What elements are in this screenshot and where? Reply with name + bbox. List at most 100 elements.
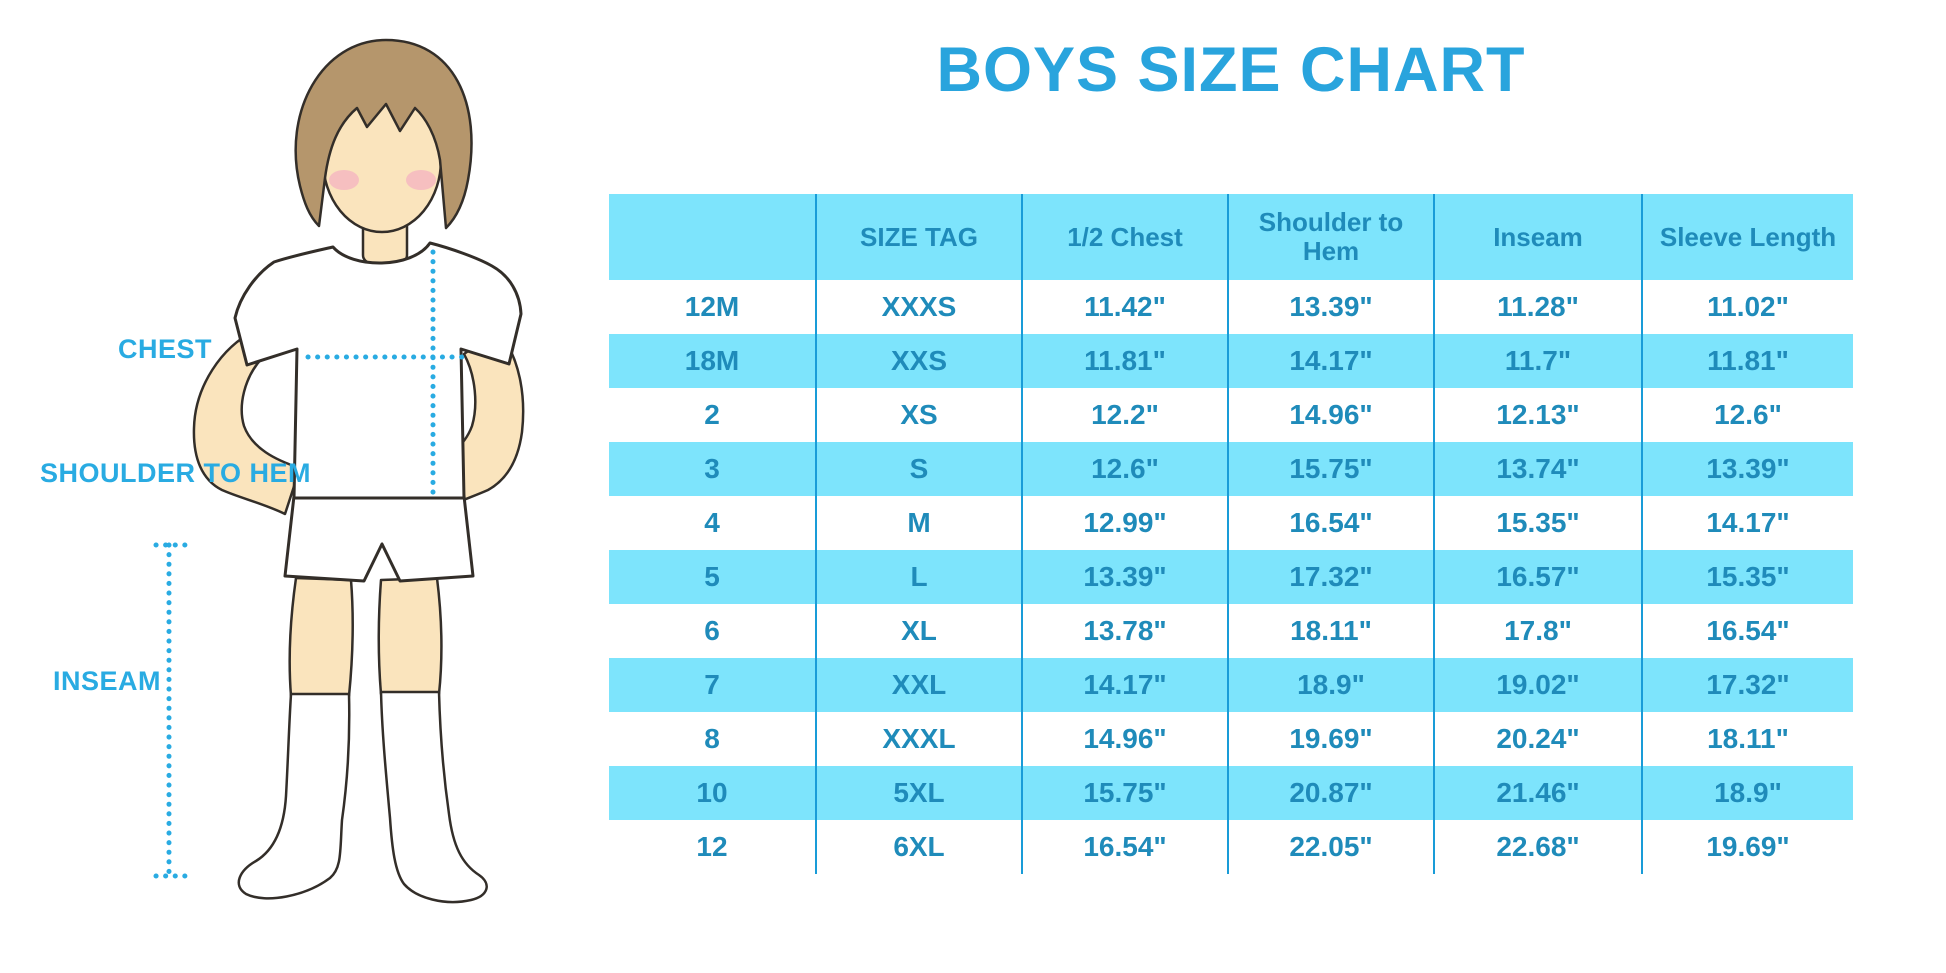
- table-cell: 14.96": [1021, 712, 1227, 766]
- table-header-row: SIZE TAG 1/2 Chest Shoulder to Hem Inseam Sl…: [609, 194, 1853, 280]
- table-cell: 13.39": [1021, 550, 1227, 604]
- table-cell: 19.02": [1433, 658, 1641, 712]
- table-cell: 22.05": [1227, 820, 1433, 874]
- table-cell: 15.75": [1021, 766, 1227, 820]
- table-cell: 5XL: [815, 766, 1021, 820]
- column-header: Sleeve Length: [1641, 194, 1853, 280]
- table-cell: 14.17": [1227, 334, 1433, 388]
- table-cell: 13.39": [1227, 280, 1433, 334]
- boy-left-leg: [288, 576, 354, 698]
- row-size-label: 4: [704, 507, 720, 538]
- column-header: SIZE TAG: [815, 194, 1021, 280]
- row-size-label: 12M: [684, 291, 740, 322]
- table-cell: L: [815, 550, 1021, 604]
- chest-label: CHEST: [118, 334, 213, 364]
- table-cell: 17.32": [1227, 550, 1433, 604]
- boy-left-sock: [237, 692, 351, 900]
- boy-right-sock: [379, 690, 488, 904]
- table-cell: 12.99": [1021, 496, 1227, 550]
- table-cell: XXXS: [815, 280, 1021, 334]
- row-size-label: 18M: [684, 345, 740, 376]
- table-row: 2 XS 12.2" 14.96" 12.13" 12.6": [609, 388, 1853, 442]
- table-cell: 13.39": [1641, 442, 1853, 496]
- table-cell: 11.02": [1641, 280, 1853, 334]
- table-cell: 11.81": [1641, 334, 1853, 388]
- table-cell: 18.9": [1641, 766, 1853, 820]
- table-cell: 21.46": [1433, 766, 1641, 820]
- table-cell: 17.32": [1641, 658, 1853, 712]
- boy-shirt: [233, 241, 523, 500]
- row-size-label: 2: [704, 399, 720, 430]
- table-cell: 14.96": [1227, 388, 1433, 442]
- row-size-label: 5: [704, 561, 720, 592]
- table-cell: 14.17": [1641, 496, 1853, 550]
- table-row: 10 5XL 15.75" 20.87" 21.46" 18.9": [609, 766, 1853, 820]
- table-body: 12M XXXS 11.42" 13.39" 11.28" 11.02" 18M XXS 11.…: [609, 280, 1853, 874]
- table-row: 6 XL 13.78" 18.11" 17.8" 16.54": [609, 604, 1853, 658]
- table-cell: 12.6": [1641, 388, 1853, 442]
- boy-right-leg: [377, 576, 443, 696]
- table-cell: 11.42": [1021, 280, 1227, 334]
- table-cell: 19.69": [1227, 712, 1433, 766]
- boy-shorts: [283, 494, 475, 583]
- table-cell: 15.75": [1227, 442, 1433, 496]
- table-cell: 6XL: [815, 820, 1021, 874]
- table-cell: 19.69": [1641, 820, 1853, 874]
- table-cell: XXS: [815, 334, 1021, 388]
- table-cell: 22.68": [1433, 820, 1641, 874]
- boy-illustration: [153, 38, 525, 904]
- table-cell: 16.57": [1433, 550, 1641, 604]
- table-row: 12 6XL 16.54" 22.05" 22.68" 19.69": [609, 820, 1853, 874]
- table-cell: XXXL: [815, 712, 1021, 766]
- table-cell: 13.78": [1021, 604, 1227, 658]
- table-cell: 18.9": [1227, 658, 1433, 712]
- table-cell: 12.13": [1433, 388, 1641, 442]
- size-table: SIZE TAG 1/2 Chest Shoulder to Hem Inseam Sl…: [609, 194, 1853, 874]
- table-cell: 17.8": [1433, 604, 1641, 658]
- column-header: [609, 194, 815, 280]
- table-cell: 13.74": [1433, 442, 1641, 496]
- row-size-label: 10: [696, 777, 728, 808]
- table-cell: 14.17": [1021, 658, 1227, 712]
- boy-cheeks: [329, 170, 436, 190]
- table-cell: 18.11": [1641, 712, 1853, 766]
- column-header: 1/2 Chest: [1021, 194, 1227, 280]
- table-cell: 15.35": [1433, 496, 1641, 550]
- table-cell: 11.7": [1433, 334, 1641, 388]
- table-cell: 18.11": [1227, 604, 1433, 658]
- table-cell: 12.2": [1021, 388, 1227, 442]
- table-cell: 16.54": [1227, 496, 1433, 550]
- table-cell: XXL: [815, 658, 1021, 712]
- table-row: 7 XXL 14.17" 18.9" 19.02" 17.32": [609, 658, 1853, 712]
- table-cell: XS: [815, 388, 1021, 442]
- row-size-label: 3: [704, 453, 720, 484]
- row-size-label: 6: [704, 615, 720, 646]
- row-size-label: 12: [696, 831, 728, 862]
- table-cell: 20.87": [1227, 766, 1433, 820]
- row-size-label: 8: [704, 723, 720, 754]
- column-header: Inseam: [1433, 194, 1641, 280]
- table-cell: M: [815, 496, 1021, 550]
- inseam-label: INSEAM: [53, 666, 162, 696]
- column-header: Shoulder to Hem: [1227, 194, 1433, 280]
- table-cell: S: [815, 442, 1021, 496]
- table-row: 18M XXS 11.81" 14.17" 11.7" 11.81": [609, 334, 1853, 388]
- table-row: 5 L 13.39" 17.32" 16.57" 15.35": [609, 550, 1853, 604]
- table-row: 12M XXXS 11.42" 13.39" 11.28" 11.02": [609, 280, 1853, 334]
- table-row: 8 XXXL 14.96" 19.69" 20.24" 18.11": [609, 712, 1853, 766]
- table-cell: 16.54": [1641, 604, 1853, 658]
- boy-left-arm: [192, 326, 302, 516]
- table-cell: 12.6": [1021, 442, 1227, 496]
- table-cell: 11.81": [1021, 334, 1227, 388]
- shoulder-to-hem-label: SHOULDER TO HEM: [40, 458, 312, 488]
- row-size-label: 7: [704, 669, 720, 700]
- table-cell: 20.24": [1433, 712, 1641, 766]
- table-cell: 15.35": [1641, 550, 1853, 604]
- table-cell: 11.28": [1433, 280, 1641, 334]
- table-cell: XL: [815, 604, 1021, 658]
- table-cell: 16.54": [1021, 820, 1227, 874]
- table-row: 3 S 12.6" 15.75" 13.74" 13.39": [609, 442, 1853, 496]
- boy-hair: [294, 38, 473, 230]
- page-title: BOYS SIZE CHART: [936, 35, 1526, 105]
